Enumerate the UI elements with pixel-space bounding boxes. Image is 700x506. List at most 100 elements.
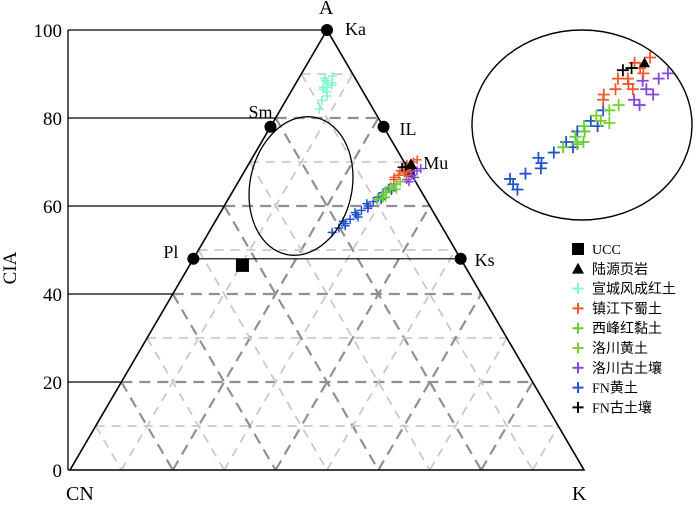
vertex-label-cn: CN — [66, 483, 94, 505]
mineral-point-il — [377, 120, 390, 133]
mineral-point-ka — [321, 24, 333, 36]
data-point — [362, 199, 372, 209]
zoom-ellipse-main — [248, 116, 354, 256]
zoom-ellipse-inset — [471, 29, 693, 221]
data-point — [652, 72, 665, 85]
data-point — [327, 78, 337, 88]
data-point — [363, 203, 373, 213]
mineral-point-sm — [264, 120, 277, 133]
cia-tick-label: 40 — [43, 285, 62, 306]
mineral-label-mu: Mu — [423, 153, 448, 173]
data-point — [637, 67, 650, 80]
data-point — [571, 138, 584, 151]
legend-label: 宣城风成红土 — [592, 282, 676, 298]
data-point — [372, 194, 382, 204]
data-point — [412, 166, 422, 176]
data-point — [590, 109, 603, 122]
cia-tick-label: 100 — [34, 21, 63, 42]
data-point — [511, 183, 524, 196]
data-point — [661, 67, 674, 80]
cia-axis: 0 20 40 60 80 100 — [34, 21, 327, 482]
mineral-point-ks — [454, 252, 467, 265]
labels: A CN K CIA — [0, 0, 587, 505]
legend-marker — [572, 401, 584, 413]
data-point — [386, 181, 396, 191]
data-point — [321, 76, 331, 86]
data-point — [340, 221, 350, 231]
legend-marker — [572, 262, 584, 274]
legend-marker — [572, 283, 584, 295]
y-axis-title: CIA — [0, 251, 21, 284]
grid-line-k — [429, 337, 508, 471]
data-point — [345, 214, 355, 224]
data-point — [404, 177, 414, 187]
grid-line-k — [377, 293, 483, 471]
grid-line-k — [274, 205, 431, 471]
grid-line-k — [223, 161, 405, 471]
data-point — [504, 172, 517, 185]
data-point — [557, 141, 570, 154]
data-point — [611, 72, 624, 85]
data-point — [640, 83, 653, 96]
data-point — [412, 155, 422, 165]
data-point — [647, 88, 660, 101]
grid-line-cn — [171, 293, 277, 471]
data-point — [633, 99, 646, 112]
data-point — [397, 162, 407, 172]
data-point — [235, 258, 249, 272]
data-point — [322, 91, 332, 101]
legend-label: UCC — [592, 243, 621, 258]
data-point — [578, 120, 591, 133]
legend-label: 洛川古土壤 — [592, 360, 662, 377]
data-point — [480, 204, 493, 217]
data-point — [410, 172, 420, 182]
data-point — [314, 104, 324, 114]
data-point — [368, 197, 378, 207]
data-point — [389, 172, 399, 182]
data-point — [603, 116, 616, 129]
grid-line-k — [171, 117, 380, 471]
mineral-label-sm: Sm — [248, 102, 272, 122]
data-point — [532, 151, 545, 164]
mineral-label-ks: Ks — [475, 250, 495, 270]
vertex-label-k: K — [572, 483, 587, 505]
mineral-points: Ka Sm IL Mu Pl Ks — [163, 19, 494, 270]
data-point — [591, 120, 604, 133]
triangle-outline — [68, 28, 586, 471]
data-point — [395, 177, 405, 187]
grid-line-cn — [249, 161, 431, 471]
data-point — [405, 158, 418, 169]
data-point — [479, 199, 492, 212]
cia-tick-label: 60 — [43, 197, 62, 218]
legend-marker — [572, 362, 584, 374]
legend-label: 西峰红黏土 — [592, 321, 662, 337]
cia-tick-label: 80 — [43, 109, 62, 130]
data-point — [381, 186, 391, 196]
data-point — [625, 62, 638, 75]
legend-label: 陆源页岩 — [592, 262, 648, 278]
mineral-label-il: IL — [400, 119, 417, 139]
grid-line-k — [120, 73, 354, 471]
data-point — [356, 205, 366, 215]
data-point — [577, 136, 590, 148]
data-point — [603, 104, 616, 117]
data-point — [475, 194, 488, 207]
data-points — [235, 71, 426, 272]
data-point — [569, 130, 582, 143]
mineral-label-ka: Ka — [345, 19, 366, 39]
legend-label: 镇江下蜀土 — [592, 301, 662, 317]
data-point — [653, 46, 666, 59]
data-point — [534, 162, 547, 175]
data-point — [628, 93, 641, 106]
data-point — [547, 146, 560, 159]
ternary-grid — [94, 73, 560, 471]
zoom-ellipses — [248, 29, 693, 256]
cia-tick-label: 0 — [53, 461, 63, 482]
data-point — [626, 83, 639, 96]
data-point — [612, 99, 625, 112]
legend-marker — [572, 382, 584, 394]
data-point — [639, 57, 651, 68]
data-point — [350, 208, 360, 218]
